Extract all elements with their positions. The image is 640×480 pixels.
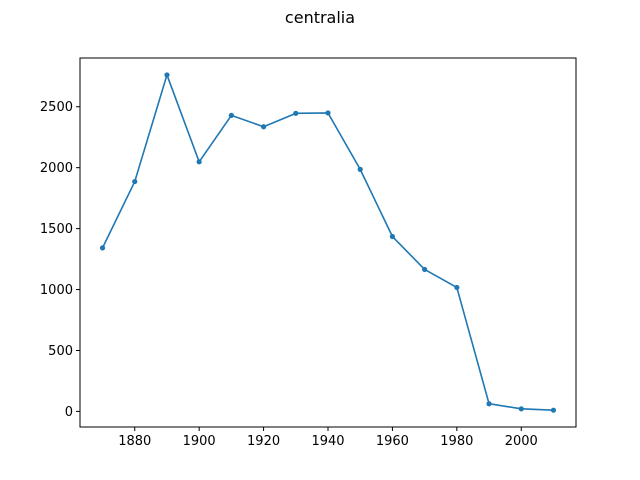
data-point: [164, 72, 170, 78]
x-tick-label: 1940: [311, 434, 344, 449]
y-tick-label: 2000: [40, 161, 73, 176]
y-tick-label: 1500: [40, 222, 73, 237]
y-tick-label: 1000: [40, 283, 73, 298]
data-point: [260, 124, 267, 130]
x-tick-label: 2000: [505, 434, 538, 449]
series-line: [101, 74, 554, 411]
chart-title: centralia: [285, 8, 355, 27]
data-point: [293, 110, 299, 116]
x-tick-label: 1900: [183, 434, 216, 449]
data-point: [196, 159, 202, 165]
plot-area: 1880 1900 1920 1940 1960 1980 2000 0 500 1000 1500…: [40, 72, 557, 449]
plot-frame: [79, 57, 577, 428]
x-tick-label: 1960: [376, 434, 409, 449]
data-point: [486, 401, 492, 407]
data-point: [228, 112, 234, 118]
data-point: [454, 284, 460, 291]
data-point: [325, 110, 331, 116]
data-point: [422, 266, 428, 273]
y-tick-label: 0: [65, 405, 73, 420]
x-tick-label: 1880: [118, 434, 151, 449]
y-tick-label: 500: [48, 344, 73, 359]
data-point: [357, 166, 363, 172]
data-point: [389, 233, 396, 240]
data-point: [550, 407, 557, 413]
x-tick-label: 1920: [247, 434, 280, 449]
y-tick-label: 2500: [40, 100, 73, 115]
data-point: [99, 245, 106, 251]
data-point: [518, 406, 524, 412]
data-point: [132, 178, 138, 185]
x-tick-label: 1980: [440, 434, 473, 449]
